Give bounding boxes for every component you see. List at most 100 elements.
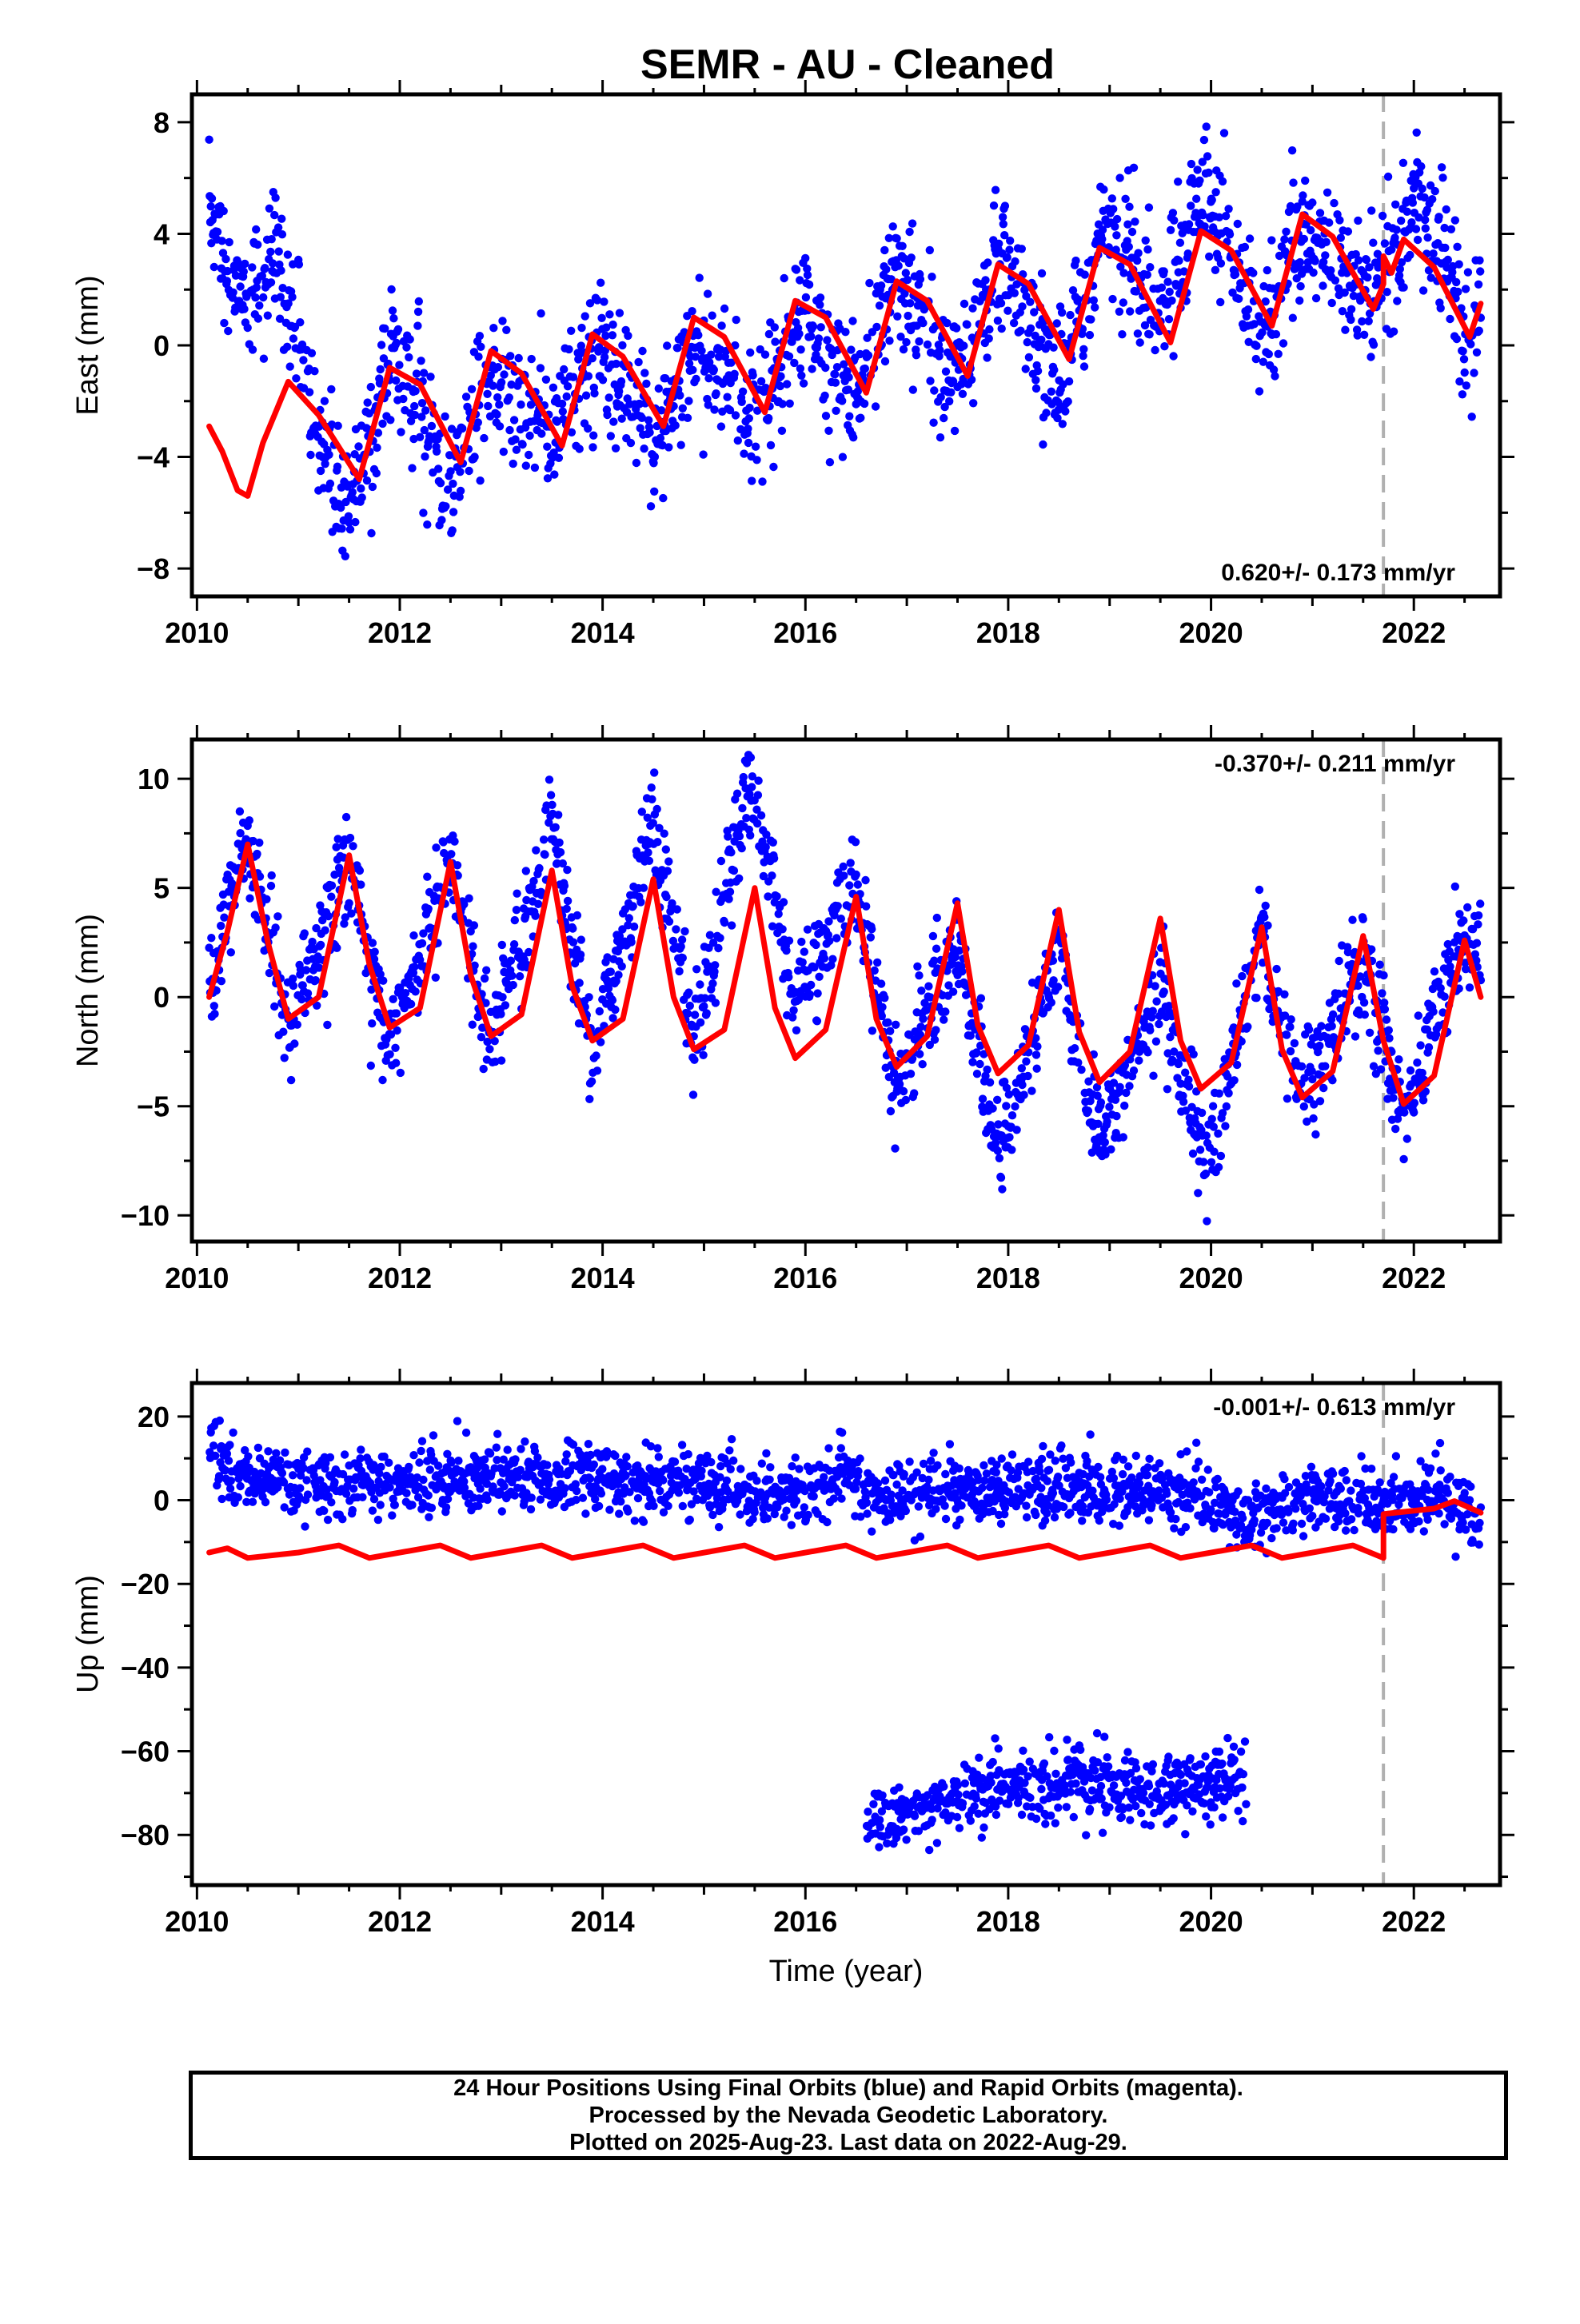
east-data-point bbox=[1167, 297, 1175, 305]
east-data-point bbox=[367, 529, 375, 537]
east-data-point bbox=[1134, 249, 1142, 257]
east-data-point bbox=[210, 263, 218, 271]
north-data-point bbox=[1198, 1109, 1206, 1117]
north-data-point bbox=[409, 931, 417, 939]
east-data-point bbox=[433, 448, 441, 456]
north-data-point bbox=[1149, 1007, 1157, 1015]
east-ytick-label: 4 bbox=[154, 217, 170, 250]
north-data-point bbox=[1473, 939, 1481, 947]
north-data-point bbox=[862, 903, 870, 911]
up-data-point bbox=[664, 1502, 672, 1510]
up-data-point bbox=[585, 1440, 592, 1448]
east-data-point bbox=[397, 428, 405, 436]
east-data-point bbox=[1441, 244, 1449, 252]
north-data-point bbox=[1429, 1007, 1437, 1015]
east-data-point bbox=[738, 398, 746, 406]
east-data-point bbox=[493, 393, 501, 401]
north-data-point bbox=[788, 1013, 796, 1021]
up-data-point bbox=[226, 1485, 234, 1493]
north-data-point bbox=[931, 1035, 939, 1043]
north-data-point bbox=[636, 898, 644, 906]
east-data-point bbox=[1244, 305, 1252, 313]
north-data-point bbox=[1221, 1122, 1229, 1130]
east-data-point bbox=[525, 432, 533, 440]
east-data-point bbox=[856, 414, 864, 422]
north-data-point bbox=[608, 996, 616, 1004]
east-data-point bbox=[1034, 367, 1042, 375]
north-data-point bbox=[217, 977, 225, 985]
east-data-point bbox=[577, 324, 585, 332]
east-data-point bbox=[1039, 440, 1047, 448]
east-data-point bbox=[428, 422, 436, 430]
east-data-point bbox=[704, 289, 712, 297]
east-data-point bbox=[531, 464, 539, 472]
east-data-point bbox=[1109, 205, 1117, 213]
north-data-point bbox=[541, 851, 549, 859]
up-data-point bbox=[621, 1471, 629, 1479]
up-data-point bbox=[1067, 1458, 1075, 1466]
east-data-point bbox=[414, 308, 422, 316]
north-data-point bbox=[1077, 1066, 1085, 1074]
north-data-point bbox=[1385, 1026, 1393, 1034]
east-data-point bbox=[584, 425, 592, 433]
east-data-point bbox=[299, 356, 307, 364]
north-data-point bbox=[1151, 982, 1159, 990]
east-data-point bbox=[748, 371, 756, 379]
north-data-point bbox=[1033, 1042, 1041, 1050]
east-data-point bbox=[1252, 355, 1260, 363]
north-data-point bbox=[716, 934, 724, 942]
east-data-point bbox=[528, 355, 536, 363]
east-data-point bbox=[483, 390, 491, 398]
up-data-point bbox=[598, 1465, 606, 1473]
east-data-point bbox=[1417, 162, 1425, 170]
up-data-point bbox=[800, 1503, 808, 1511]
east-data-point bbox=[1226, 230, 1234, 238]
north-data-point bbox=[648, 795, 656, 803]
north-data-point bbox=[868, 925, 876, 933]
north-data-point bbox=[1008, 1111, 1016, 1119]
north-data-point bbox=[516, 972, 524, 980]
north-data-point bbox=[1361, 1011, 1369, 1018]
east-data-point bbox=[942, 368, 950, 376]
east-data-point bbox=[692, 375, 700, 383]
east-data-point bbox=[1418, 185, 1426, 193]
north-data-point bbox=[1223, 1102, 1231, 1110]
east-data-point bbox=[1347, 316, 1355, 324]
up-data-point bbox=[980, 1461, 988, 1469]
north-data-point bbox=[418, 939, 426, 947]
up-data-point bbox=[374, 1516, 382, 1524]
east-data-point bbox=[1027, 325, 1035, 333]
east-data-point bbox=[389, 314, 397, 322]
north-data-point bbox=[1474, 911, 1482, 919]
north-data-point bbox=[1329, 1011, 1337, 1018]
east-data-point bbox=[406, 335, 414, 343]
east-data-point bbox=[1208, 196, 1216, 204]
north-data-point bbox=[733, 790, 741, 798]
north-ytick-label: −10 bbox=[121, 1199, 170, 1232]
up-data-point bbox=[1037, 1484, 1045, 1492]
east-data-point bbox=[537, 309, 545, 317]
north-data-point bbox=[664, 867, 672, 875]
north-data-point bbox=[1476, 899, 1484, 907]
up-data-point bbox=[511, 1491, 519, 1499]
up-data-point bbox=[615, 1509, 623, 1517]
north-data-point bbox=[1054, 983, 1062, 991]
east-data-point bbox=[1115, 308, 1123, 316]
north-data-point bbox=[852, 838, 860, 846]
north-data-point bbox=[712, 999, 720, 1007]
east-data-point bbox=[1438, 173, 1446, 181]
up-data-point bbox=[605, 1505, 613, 1513]
up-data-point bbox=[493, 1430, 501, 1438]
east-data-point bbox=[277, 266, 285, 274]
east-data-point bbox=[465, 467, 473, 475]
east-data-point bbox=[264, 312, 272, 320]
east-data-point bbox=[1151, 346, 1159, 354]
east-data-point bbox=[1131, 217, 1139, 225]
east-data-point bbox=[929, 419, 937, 427]
east-data-point bbox=[1115, 173, 1123, 181]
up-data-point bbox=[1039, 1442, 1047, 1450]
east-data-point bbox=[605, 310, 613, 318]
north-data-point bbox=[1027, 1086, 1035, 1094]
north-data-point bbox=[308, 938, 316, 946]
east-data-point bbox=[704, 374, 712, 382]
